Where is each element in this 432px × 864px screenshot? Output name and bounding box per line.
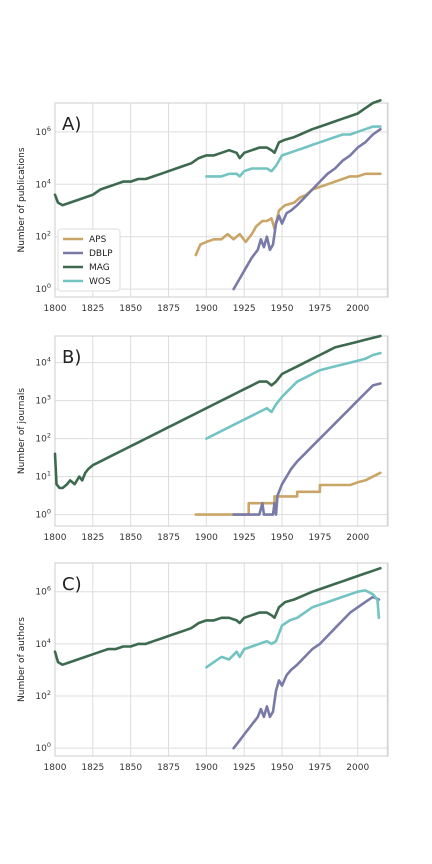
series-line-dblp	[232, 595, 381, 750]
x-tick-label: 1900	[195, 763, 218, 773]
y-tick-label: 102	[35, 689, 51, 702]
x-tick-label: 1850	[119, 763, 142, 773]
y-axis-label: Number of journals	[17, 388, 27, 475]
legend-box	[57, 228, 121, 292]
x-tick-label: 1900	[195, 304, 218, 314]
x-tick-label: 1825	[81, 763, 104, 773]
panel-label: A)	[62, 114, 81, 135]
y-tick-label: 100	[35, 282, 51, 295]
x-tick-label: 1875	[157, 304, 180, 314]
series-line-mag	[53, 566, 382, 666]
x-tick-label: 1925	[233, 533, 256, 543]
x-tick-label: 1875	[157, 533, 180, 543]
x-tick-label: 2000	[346, 533, 369, 543]
series-line-mag	[53, 334, 382, 490]
legend-entry: MAG	[89, 263, 110, 273]
y-tick-label: 100	[35, 741, 51, 754]
legend-entry: DBLP	[89, 249, 113, 259]
x-tick-label: 2000	[346, 763, 369, 773]
x-tick-label: 1825	[81, 304, 104, 314]
x-tick-label: 1950	[271, 763, 294, 773]
plot-area	[55, 563, 388, 756]
y-tick-label: 106	[35, 585, 51, 598]
y-tick-label: 104	[35, 177, 51, 190]
x-tick-label: 1850	[119, 304, 142, 314]
series-line-mag	[53, 99, 382, 207]
plot-frame	[54, 562, 389, 757]
y-tick-label: 103	[35, 394, 51, 407]
x-tick-label: 1875	[157, 763, 180, 773]
x-tick-label: 1825	[81, 533, 104, 543]
panel-3: 1800 1825 1850 1875 1900 1925 1950 1975 2000 100 1…	[17, 562, 389, 773]
panel-label: B)	[62, 347, 81, 368]
series-line-dblp	[232, 127, 382, 291]
y-axis-label: Number of publications	[17, 147, 27, 252]
y-tick-label: 100	[35, 508, 51, 521]
legend-entry: WOS	[89, 277, 111, 287]
y-tick-label: 102	[35, 432, 51, 445]
x-tick-label: 1800	[44, 304, 67, 314]
series-line-wos	[205, 125, 382, 178]
x-tick-label: 2000	[346, 304, 369, 314]
legend: APS DBLP MAG WOS	[57, 228, 121, 292]
y-tick-label: 101	[35, 470, 51, 483]
x-tick-label: 1950	[271, 533, 294, 543]
x-tick-label: 1800	[44, 533, 67, 543]
legend-entry: APS	[89, 235, 107, 245]
panel-1: 1800 1825 1850 1875 1900 1925 1950 1975 2000 100 1…	[17, 99, 389, 314]
x-tick-label: 1800	[44, 763, 67, 773]
panel-2: 1800 1825 1850 1875 1900 1925 1950 1975 2000 100 1…	[17, 334, 389, 543]
x-tick-label: 1925	[233, 763, 256, 773]
series-line-aps	[194, 471, 382, 516]
x-tick-label: 1975	[308, 763, 331, 773]
series-line-dblp	[232, 382, 382, 516]
y-tick-label: 104	[35, 356, 51, 369]
series-line-wos	[205, 589, 381, 669]
y-tick-label: 104	[35, 637, 51, 650]
series-line-wos	[205, 351, 382, 440]
plot-frame	[54, 335, 389, 527]
y-tick-label: 106	[35, 125, 51, 138]
x-tick-label: 1900	[195, 533, 218, 543]
y-axis-label: Number of authors	[17, 617, 27, 702]
x-tick-label: 1975	[308, 304, 331, 314]
x-tick-label: 1850	[119, 533, 142, 543]
plot-frame	[54, 102, 389, 298]
x-tick-label: 1975	[308, 533, 331, 543]
panel-label: C)	[62, 574, 82, 595]
x-tick-label: 1925	[233, 304, 256, 314]
y-tick-label: 102	[35, 230, 51, 243]
x-tick-label: 1950	[271, 304, 294, 314]
